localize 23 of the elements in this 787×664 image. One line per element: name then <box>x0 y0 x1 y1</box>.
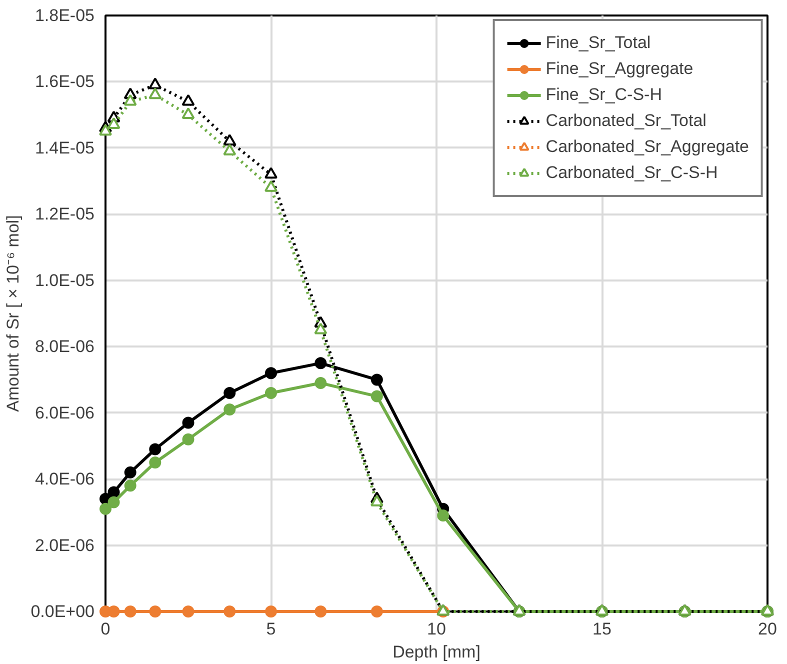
legend-label: Carbonated_Sr_Total <box>546 111 708 131</box>
x-tick-label: 20 <box>758 620 777 638</box>
y-tick-label: 1.4E-05 <box>34 138 95 158</box>
y-axis-title: Amount of Sr [ × 10⁻⁶ mol] <box>4 215 23 412</box>
x-axis-title: Depth [mm] <box>392 642 480 662</box>
x-tick-label: 15 <box>592 620 612 638</box>
y-tick-label: 1.0E-05 <box>34 270 95 290</box>
y-tick-label: 6.0E-06 <box>34 403 95 422</box>
x-tick-label: 0 <box>100 620 110 638</box>
legend-label: Fine_Sr_C-S-H <box>546 85 663 105</box>
y-tick-label: 8.0E-06 <box>34 337 95 356</box>
y-tick-label: 1.6E-05 <box>34 72 95 92</box>
legend-label: Fine_Sr_Total <box>546 33 652 53</box>
y-tick-label: 4.0E-06 <box>34 470 95 489</box>
legend-label: Carbonated_Sr_Aggregate <box>546 137 749 157</box>
y-tick-label: 2.0E-06 <box>34 536 95 555</box>
y-tick-label: 0.0E+00 <box>30 602 95 621</box>
x-tick-label: 5 <box>266 620 276 638</box>
legend-label: Fine_Sr_Aggregate <box>546 59 694 79</box>
x-tick-label: 10 <box>427 620 446 638</box>
y-tick-label: 1.2E-05 <box>34 204 95 224</box>
y-tick-label: 1.8E-05 <box>34 6 95 25</box>
legend-label: Carbonated_Sr_C-S-H <box>546 163 719 183</box>
